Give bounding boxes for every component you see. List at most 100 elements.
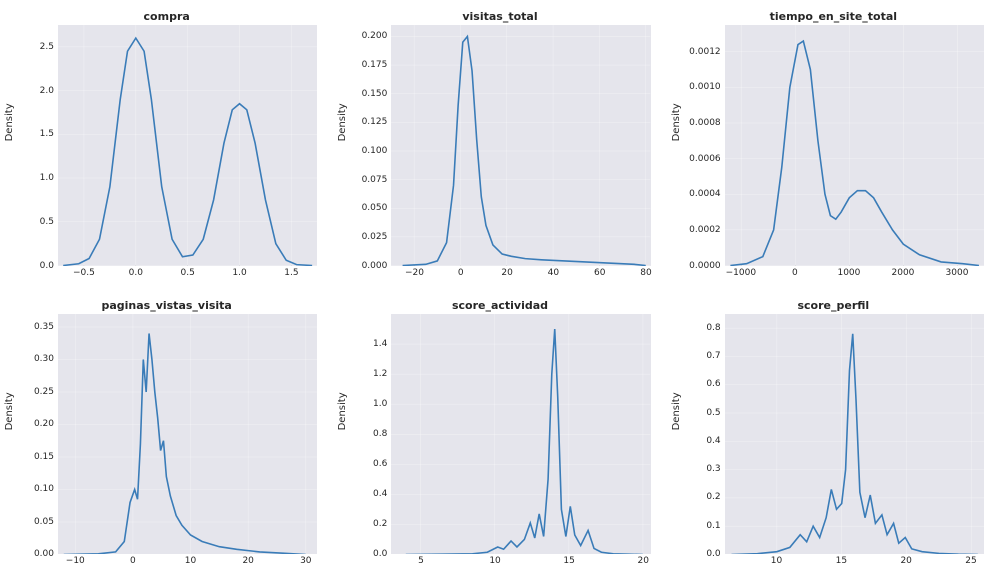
y-axis-label: Density <box>671 104 682 142</box>
chart-title: score_actividad <box>343 299 656 312</box>
y-tick-label: 0.0008 <box>689 118 721 128</box>
y-tick-label: 0.150 <box>362 89 388 99</box>
x-tick-label: 60 <box>594 268 605 278</box>
chart-title: tiempo_en_site_total <box>677 10 990 23</box>
y-tick-label: 0.35 <box>34 322 54 332</box>
plot-area <box>58 314 317 555</box>
x-tick-label: 5 <box>418 556 424 566</box>
plot-box: 0.000.050.100.150.200.250.300.35−1001020… <box>58 314 317 555</box>
y-tick-label: 0.0002 <box>689 225 721 235</box>
x-tick-label: 10 <box>489 556 500 566</box>
y-tick-label: 0.0010 <box>689 82 721 92</box>
x-tick-label: 15 <box>563 556 574 566</box>
chart-panel-0: compra0.00.51.01.52.02.5−0.50.00.51.01.5… <box>10 10 323 289</box>
chart-panel-1: visitas_total0.0000.0250.0500.0750.1000.… <box>343 10 656 289</box>
y-tick-label: 1.5 <box>40 129 54 139</box>
y-tick-label: 0.10 <box>34 484 54 494</box>
chart-panel-4: score_actividad 0.00.20.40.60.81.01.21.45… <box>343 299 656 578</box>
y-tick-label: 0.125 <box>362 117 388 127</box>
chart-grid: compra0.00.51.01.52.02.5−0.50.00.51.01.5… <box>10 10 990 577</box>
plot-box: 0.00.51.01.52.02.5−0.50.00.51.01.5 <box>58 25 317 266</box>
y-tick-label: 0.5 <box>706 408 720 418</box>
y-tick-label: 0.0006 <box>689 154 721 164</box>
plot-box: 0.00.20.40.60.81.01.21.45101520 <box>391 314 650 555</box>
x-tick-label: 40 <box>548 268 559 278</box>
x-tick-label: 1.5 <box>284 268 298 278</box>
x-tick-label: −20 <box>405 268 424 278</box>
x-tick-label: 20 <box>638 556 649 566</box>
x-tick-label: 1.0 <box>232 268 246 278</box>
y-tick-label: 0.1 <box>706 521 720 531</box>
y-tick-label: 0.2 <box>706 492 720 502</box>
y-tick-label: 0.2 <box>373 519 387 529</box>
x-tick-label: 0.5 <box>180 268 194 278</box>
plot-area <box>725 25 984 266</box>
y-tick-label: 2.0 <box>40 86 54 96</box>
y-tick-label: 0.075 <box>362 175 388 185</box>
chart-title: compra <box>10 10 323 23</box>
y-tick-label: 0.00 <box>34 549 54 559</box>
y-tick-label: 0.000 <box>362 261 388 271</box>
y-tick-label: 0.200 <box>362 31 388 41</box>
chart-title: score_perfil <box>677 299 990 312</box>
y-tick-label: 0.15 <box>34 452 54 462</box>
density-curve <box>64 333 306 554</box>
density-curve <box>730 41 979 265</box>
plot-box: 0.00000.00020.00040.00060.00080.00100.00… <box>725 25 984 266</box>
y-axis-label: Density <box>4 392 15 430</box>
y-tick-label: 0.25 <box>34 387 54 397</box>
x-tick-label: 80 <box>640 268 651 278</box>
x-tick-label: 20 <box>501 268 512 278</box>
plot-area <box>58 25 317 266</box>
chart-title: paginas_vistas_visita <box>10 299 323 312</box>
y-tick-label: 0.30 <box>34 354 54 364</box>
density-curve <box>406 329 643 554</box>
y-tick-label: 0.3 <box>706 464 720 474</box>
x-tick-label: 0 <box>792 268 798 278</box>
y-tick-label: 0.8 <box>373 429 387 439</box>
x-tick-label: 10 <box>771 556 782 566</box>
y-tick-label: 0.100 <box>362 146 388 156</box>
y-tick-label: 0.0 <box>706 549 720 559</box>
y-tick-label: 0.0 <box>40 261 54 271</box>
y-tick-label: 1.0 <box>40 173 54 183</box>
y-axis-label: Density <box>337 392 348 430</box>
y-axis-label: Density <box>4 104 15 142</box>
y-tick-label: 0.5 <box>40 217 54 227</box>
chart-panel-2: tiempo_en_site_total 0.00000.00020.00040.… <box>677 10 990 289</box>
y-tick-label: 0.0000 <box>689 261 721 271</box>
y-tick-label: 0.0 <box>373 549 387 559</box>
y-tick-label: 1.2 <box>373 369 387 379</box>
chart-panel-5: score_perfil 0.00.10.20.30.40.50.60.70.81… <box>677 299 990 578</box>
y-tick-label: 0.05 <box>34 517 54 527</box>
y-tick-label: 0.0012 <box>689 47 721 57</box>
x-tick-label: 15 <box>836 556 847 566</box>
y-axis-label: Density <box>337 104 348 142</box>
x-tick-label: 0 <box>458 268 464 278</box>
x-tick-label: 10 <box>185 556 196 566</box>
density-curve <box>731 333 977 554</box>
x-tick-label: 20 <box>242 556 253 566</box>
y-axis-label: Density <box>671 392 682 430</box>
x-tick-label: 3000 <box>946 268 969 278</box>
y-tick-label: 0.6 <box>373 459 387 469</box>
x-tick-label: 2000 <box>892 268 915 278</box>
y-tick-label: 0.20 <box>34 419 54 429</box>
y-tick-label: 0.8 <box>706 323 720 333</box>
x-tick-label: −0.5 <box>73 268 95 278</box>
x-tick-label: 25 <box>965 556 976 566</box>
y-tick-label: 0.4 <box>373 489 387 499</box>
plot-box: 0.00.10.20.30.40.50.60.70.810152025 <box>725 314 984 555</box>
x-tick-label: 20 <box>900 556 911 566</box>
x-tick-label: 30 <box>300 556 311 566</box>
x-tick-label: 0 <box>130 556 136 566</box>
chart-panel-3: paginas_vistas_visita0.000.050.100.150.2… <box>10 299 323 578</box>
x-tick-label: −1000 <box>726 268 756 278</box>
plot-area <box>391 314 650 555</box>
y-tick-label: 2.5 <box>40 42 54 52</box>
plot-box: 0.0000.0250.0500.0750.1000.1250.1500.175… <box>391 25 650 266</box>
y-tick-label: 0.025 <box>362 232 388 242</box>
plot-area <box>391 25 650 266</box>
x-tick-label: 0.0 <box>129 268 143 278</box>
plot-area <box>725 314 984 555</box>
